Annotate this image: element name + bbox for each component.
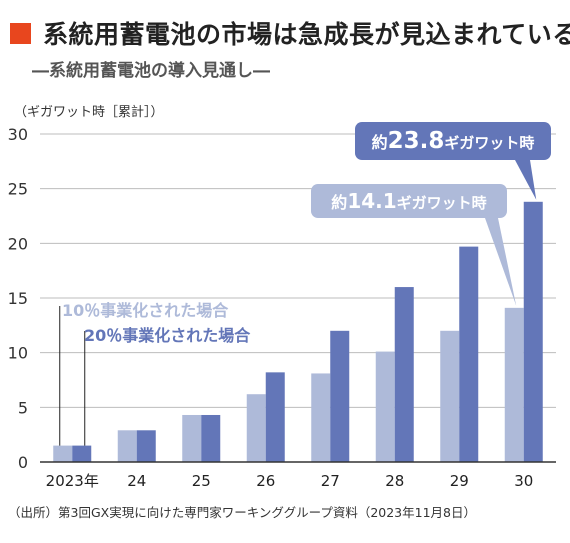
bar-20pct [523, 201, 543, 462]
title-block: 系統用蓄電池の市場は急成長が見込まれている ―系統用蓄電池の導入見通し― [10, 14, 570, 81]
x-tick-label: 24 [127, 472, 146, 490]
callout-prefix: 約 [372, 133, 388, 152]
bar-20pct [201, 414, 221, 462]
callout-box [355, 122, 551, 160]
chart-subtitle: ―系統用蓄電池の導入見通し― [32, 61, 270, 81]
x-tick-label: 30 [514, 472, 533, 490]
callout-value: 14.1 [347, 189, 396, 213]
bar-10pct [375, 351, 395, 462]
x-tick-label: 2023年 [46, 472, 99, 490]
y-tick-label: 20 [8, 234, 28, 253]
callout-unit: ギガワット時 [397, 194, 487, 212]
callout-tail [485, 218, 517, 306]
y-tick-label: 25 [8, 180, 28, 199]
bar-20pct [394, 287, 414, 462]
x-tick-label: 28 [385, 472, 404, 490]
bar-10pct [440, 330, 460, 462]
bar-20pct [136, 430, 156, 462]
y-tick-label: 0 [18, 453, 28, 472]
bar-10pct [53, 445, 73, 462]
bar-20pct [459, 246, 479, 462]
x-tick-label: 27 [321, 472, 340, 490]
x-tick-label: 25 [192, 472, 211, 490]
bar-10pct [311, 373, 331, 462]
callout-tail [515, 160, 537, 200]
y-axis-unit-label: （ギガワット時［累計］） [14, 105, 164, 120]
callout-unit: ギガワット時 [444, 134, 534, 152]
y-tick-label: 15 [8, 289, 28, 308]
bar-10pct [504, 307, 524, 462]
callout-box [311, 184, 507, 218]
legend-label: 10％事業化された場合 [62, 301, 229, 320]
bar-10pct [117, 430, 137, 462]
y-tick-label: 5 [18, 398, 28, 417]
legend-label: 20％事業化された場合 [84, 326, 251, 345]
callout-value: 23.8 [388, 128, 445, 154]
x-tick-label: 26 [256, 472, 275, 490]
bar-20pct [72, 445, 92, 462]
bar-10pct [246, 394, 266, 462]
title-square-icon [10, 22, 31, 44]
y-tick-label: 30 [8, 125, 28, 144]
bar-20pct [265, 372, 285, 462]
bar-10pct [182, 414, 202, 462]
callout-text: 約23.8ギガワット時 [372, 128, 535, 154]
bar-20pct [330, 330, 350, 462]
title-row: 系統用蓄電池の市場は急成長が見込まれている [10, 14, 570, 52]
callout-text: 約14.1ギガワット時 [331, 189, 486, 213]
callout-prefix: 約 [331, 193, 347, 212]
y-tick-label: 10 [8, 344, 28, 363]
x-tick-label: 29 [450, 472, 469, 490]
source-note: （出所）第3回GX実現に向けた専門家ワーキンググループ資料（2023年11月8日… [8, 505, 476, 520]
chart-title: 系統用蓄電池の市場は急成長が見込まれている [43, 20, 570, 49]
